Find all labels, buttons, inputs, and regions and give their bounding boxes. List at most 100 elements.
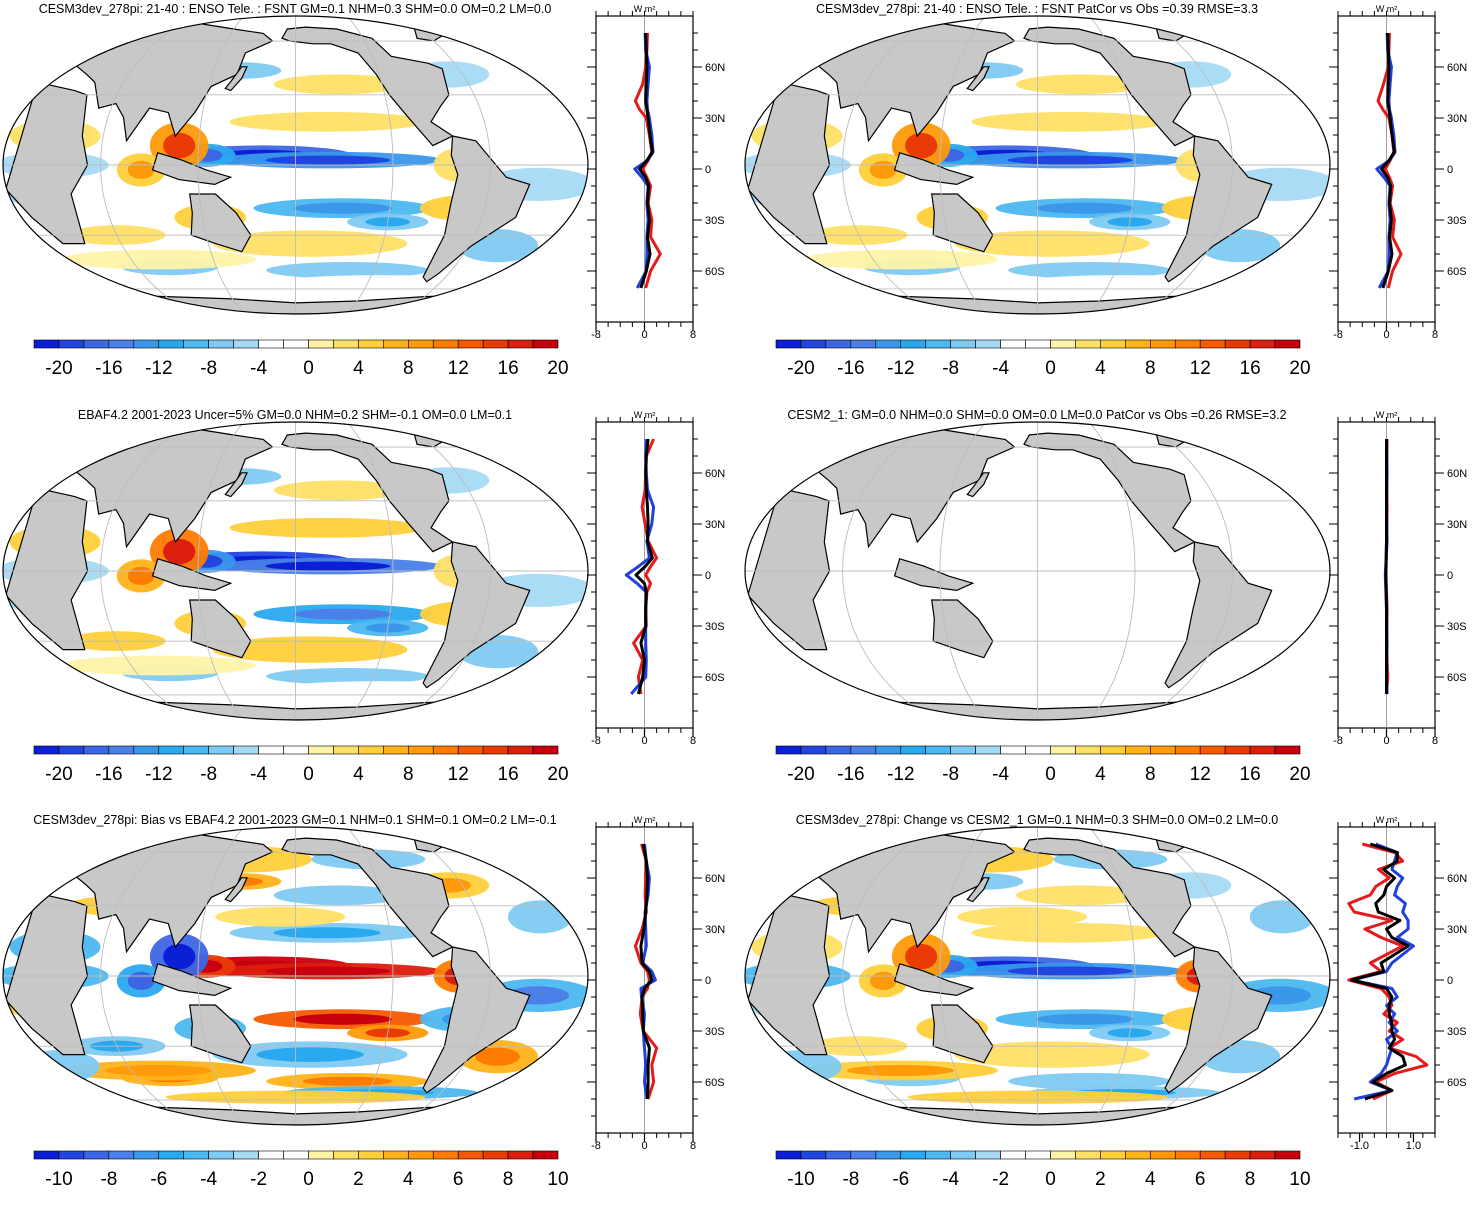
colorbar-box-13 bbox=[1100, 1150, 1126, 1160]
x-tick-label: 0 bbox=[641, 329, 647, 341]
y-tick-label: 30N bbox=[1447, 924, 1467, 936]
anomaly-core-5 bbox=[905, 943, 938, 970]
land-eurasia bbox=[794, 833, 1016, 954]
robinson-map bbox=[744, 15, 1331, 315]
colorbar-label: 0 bbox=[1045, 764, 1056, 785]
land-north-america bbox=[1023, 26, 1196, 147]
colorbar-label: -2 bbox=[992, 1169, 1009, 1190]
land-europe-west bbox=[56, 445, 93, 470]
y-tick-label: 0 bbox=[705, 570, 711, 582]
panel-title: CESM3dev_278pi: Change vs CESM2_1 GM=0.1… bbox=[795, 813, 1279, 827]
colorbar-label: -10 bbox=[787, 1169, 814, 1190]
units-label: W m² bbox=[1376, 815, 1398, 825]
panel-p1: CESM3dev_278pi: 21-40 : ENSO Tele. : FSN… bbox=[0, 0, 741, 396]
colorbar-box-17 bbox=[457, 1150, 484, 1160]
colorbar-box-3 bbox=[850, 745, 877, 755]
y-tick-label: 60N bbox=[1447, 468, 1467, 480]
colorbar-box-9 bbox=[1000, 745, 1026, 755]
colorbar-box-8 bbox=[975, 1150, 1001, 1160]
anomaly-core-9 bbox=[256, 1047, 364, 1062]
panel-title: CESM2_1: GM=0.0 NHM=0.0 SHM=0.0 OM=0.0 L… bbox=[787, 408, 1287, 422]
panel-title: CESM3dev_278pi: 21-40 : ENSO Tele. : FSN… bbox=[815, 2, 1259, 16]
units-label: W m² bbox=[634, 410, 656, 420]
land-africa bbox=[747, 81, 831, 245]
colorbar-label: -4 bbox=[250, 358, 267, 379]
y-tick-label: 0 bbox=[1447, 570, 1453, 582]
land-japan bbox=[966, 472, 990, 498]
colorbar-label: -4 bbox=[992, 358, 1009, 379]
land-japan bbox=[224, 66, 248, 92]
colorbar-box-6 bbox=[183, 1150, 209, 1160]
meridian-120 bbox=[1140, 422, 1233, 720]
colorbar-label: 8 bbox=[403, 764, 414, 785]
colorbar-label: 6 bbox=[453, 1169, 464, 1190]
y-tick-label: 0 bbox=[705, 164, 711, 176]
series-line-black bbox=[1350, 842, 1410, 1101]
graticule bbox=[745, 827, 1330, 1125]
colorbar-label: 20 bbox=[1289, 764, 1310, 785]
anomaly-patch-13 bbox=[273, 885, 404, 906]
colorbar-box-3 bbox=[850, 339, 877, 349]
land-japan bbox=[966, 877, 990, 903]
colorbar-box-2 bbox=[825, 339, 852, 349]
colorbar-box-13 bbox=[1100, 745, 1126, 755]
colorbar-label: -20 bbox=[787, 358, 814, 379]
meridian--60 bbox=[939, 827, 987, 1125]
anomaly-patch-13 bbox=[1015, 885, 1146, 906]
colorbar-label: 0 bbox=[303, 764, 314, 785]
units-label: W m² bbox=[634, 815, 656, 825]
colorbar-box-11 bbox=[308, 745, 334, 755]
meridian-120 bbox=[1140, 16, 1233, 314]
map-outline bbox=[2, 421, 589, 721]
colorbar-label: 20 bbox=[547, 358, 568, 379]
colorbar-box-6 bbox=[925, 1150, 951, 1160]
land-africa bbox=[5, 892, 89, 1056]
colorbar-box-2 bbox=[83, 1150, 110, 1160]
colorbar-box-3 bbox=[850, 1150, 877, 1160]
meridian--120 bbox=[100, 827, 193, 1125]
land-africa bbox=[5, 487, 89, 651]
anomaly-patch-15 bbox=[266, 668, 429, 685]
colorbar-box-7 bbox=[208, 745, 234, 755]
y-tick-label: 60S bbox=[1447, 672, 1467, 684]
units-label: W m² bbox=[634, 4, 656, 14]
colorbar-label: -8 bbox=[100, 1169, 117, 1190]
anomaly-patch-15 bbox=[266, 262, 429, 279]
meridian--60 bbox=[197, 16, 245, 314]
y-tick-label: 0 bbox=[1447, 164, 1453, 176]
anomaly-patch-31 bbox=[760, 1050, 842, 1084]
colorbar-box-5 bbox=[900, 339, 927, 349]
colorbar-box-7 bbox=[950, 339, 976, 349]
colorbar-box-6 bbox=[925, 745, 951, 755]
y-tick-label: 30S bbox=[705, 621, 725, 633]
panel-figure: -20 -16 -12 -8 -4 0 4 8 12 16 20 W m² -8 0 8 60N 30N 0 30S… bbox=[744, 4, 1467, 379]
y-tick-label: 60S bbox=[1447, 1077, 1467, 1089]
colorbar-box-9 bbox=[258, 1150, 284, 1160]
units-label: W m² bbox=[1376, 4, 1398, 14]
land-australia bbox=[931, 599, 994, 659]
panel-figure: -10 -8 -6 -4 -2 0 2 4 6 8 10 W m² -8 0 8 60N 30N 0 30S 60S bbox=[2, 815, 725, 1190]
land-south-america bbox=[422, 135, 531, 283]
meridian-120 bbox=[398, 16, 491, 314]
colorbar: -20 -16 -12 -8 -4 0 4 8 12 16 20 bbox=[775, 339, 1311, 379]
land-africa bbox=[747, 487, 831, 651]
colorbar-label: 20 bbox=[1289, 358, 1310, 379]
anomaly-core-6 bbox=[127, 566, 155, 585]
colorbar-box-18 bbox=[1224, 339, 1251, 349]
anomaly-patch-15 bbox=[1008, 262, 1171, 279]
anomaly-patch-28 bbox=[1249, 900, 1315, 934]
land-eurasia bbox=[52, 22, 274, 143]
colorbar-label: 12 bbox=[448, 358, 469, 379]
colorbar-label: 16 bbox=[1240, 764, 1261, 785]
colorbar-box-17 bbox=[1199, 1150, 1226, 1160]
colorbar-box-20 bbox=[532, 745, 559, 755]
colorbar-box-19 bbox=[1249, 745, 1276, 755]
colorbar-label: -8 bbox=[842, 1169, 859, 1190]
series-line-blue bbox=[1350, 842, 1415, 1101]
panel-p6: CESM3dev_278pi: Change vs CESM2_1 GM=0.1… bbox=[742, 811, 1483, 1207]
map-outline bbox=[2, 826, 589, 1126]
map-outline bbox=[744, 15, 1331, 315]
graticule bbox=[745, 422, 1330, 720]
colorbar-box-15 bbox=[1149, 339, 1176, 349]
colorbar-label: 12 bbox=[1190, 358, 1211, 379]
